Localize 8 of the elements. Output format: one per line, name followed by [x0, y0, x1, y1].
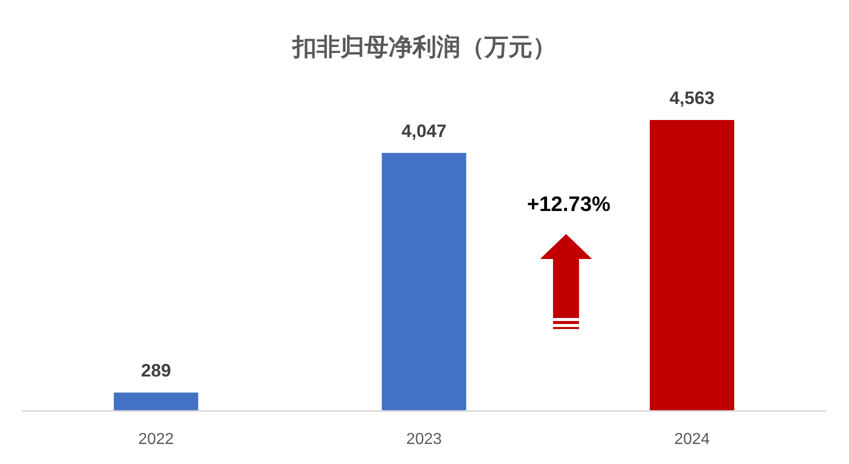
x-tick-label: 2023: [406, 431, 442, 448]
data-label: 4,047: [401, 120, 447, 141]
annotation: +12.73%: [526, 193, 611, 216]
x-tick-label: 2022: [138, 431, 174, 448]
chart-title: 扣非归母净利润（万元）: [292, 34, 556, 61]
x-tick-label: 2024: [674, 431, 710, 448]
data-label: 4,563: [669, 88, 715, 108]
data-label: 289: [140, 360, 172, 381]
